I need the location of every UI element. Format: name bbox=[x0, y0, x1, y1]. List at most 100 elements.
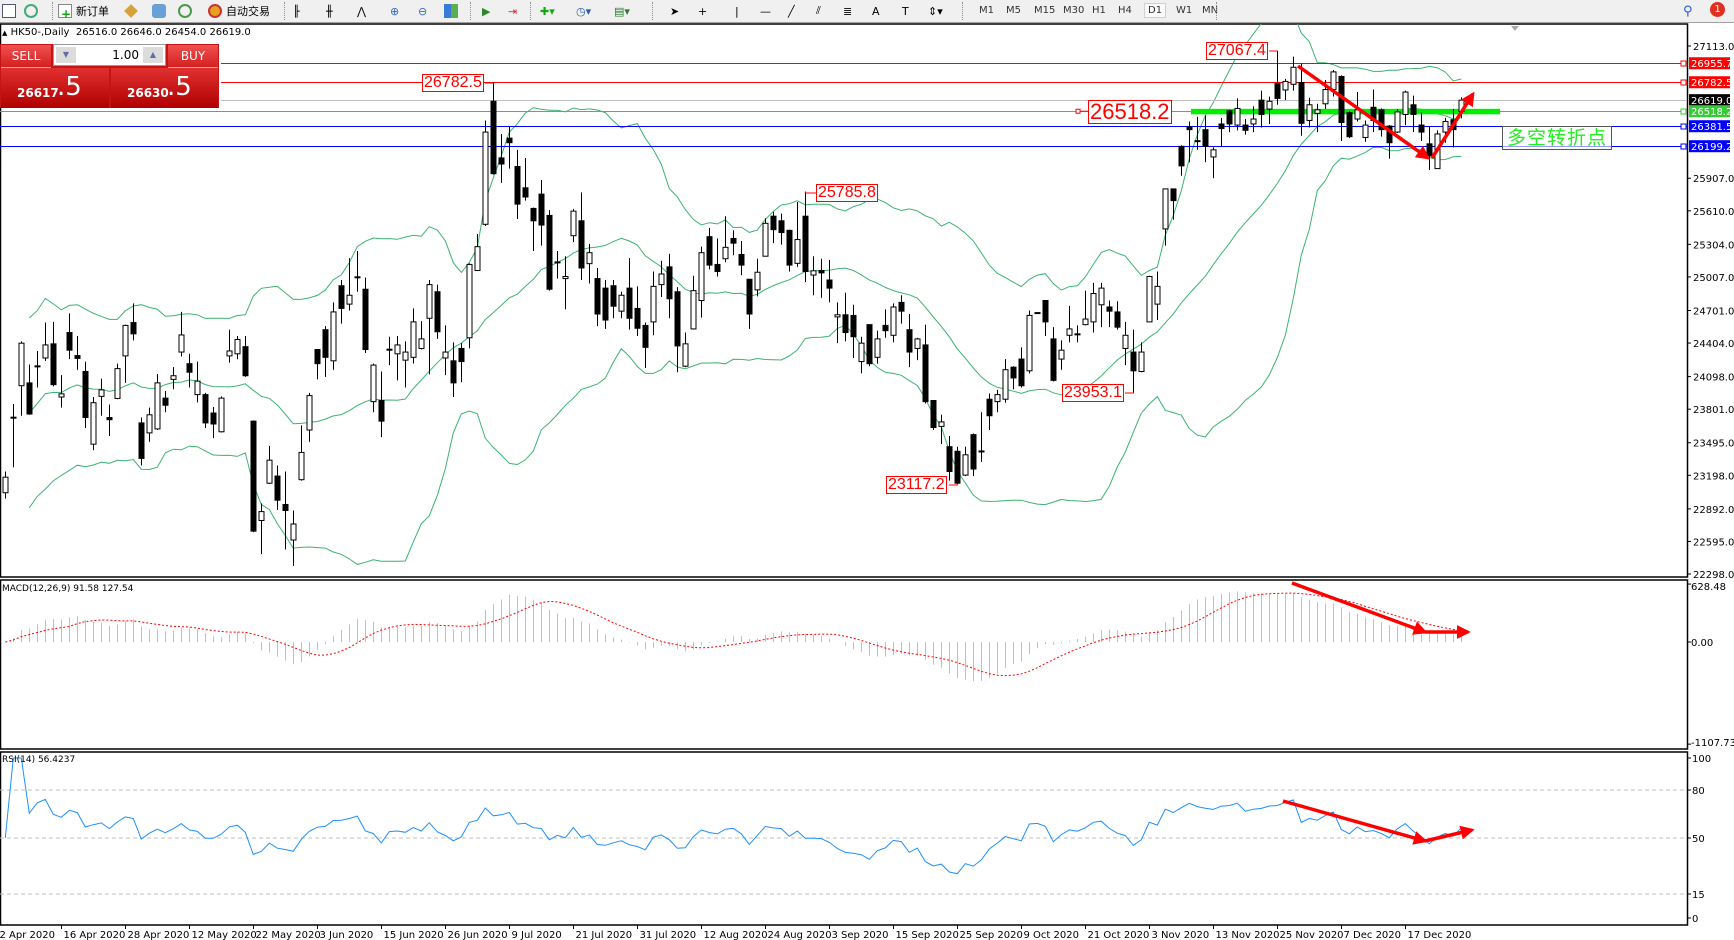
bull-candle-body bbox=[1282, 80, 1289, 91]
price-label-25785.8[interactable]: 25785.8 bbox=[816, 184, 878, 202]
sell-price-button[interactable]: 26617 .5 bbox=[1, 68, 109, 108]
rsi-tick-label: 0 bbox=[1692, 914, 1698, 925]
templates-icon[interactable]: ▤▾ bbox=[614, 4, 630, 18]
candle bbox=[610, 280, 617, 319]
candle bbox=[1378, 108, 1385, 137]
candle bbox=[498, 133, 505, 183]
rsi-panel bbox=[0, 757, 1687, 895]
chart-shift-icon[interactable]: ⇥ bbox=[508, 4, 518, 18]
date-tick-label: 3 Sep 2020 bbox=[832, 930, 889, 940]
timeframe-m15[interactable]: M15 bbox=[1034, 5, 1056, 16]
price-tick-label: 24098.0 bbox=[1693, 373, 1734, 384]
macd-signal-line bbox=[5, 592, 1462, 677]
bear-candle-body bbox=[50, 343, 57, 386]
price-label-23117.2[interactable]: 23117.2 bbox=[886, 476, 947, 494]
indicators-icon[interactable]: ✚▾ bbox=[540, 4, 555, 18]
date-tick-label: 24 Aug 2020 bbox=[768, 930, 832, 940]
channel-icon[interactable]: ⫽ bbox=[816, 4, 821, 17]
timeframe-d1[interactable]: D1 bbox=[1144, 3, 1167, 18]
bull-candle-body bbox=[194, 380, 201, 396]
bull-candle-body bbox=[418, 338, 425, 349]
zoom-in-icon[interactable]: ⊕ bbox=[390, 4, 400, 18]
text-label-icon[interactable]: T bbox=[902, 4, 909, 18]
bear-candle-body bbox=[338, 285, 345, 309]
bear-candle-body bbox=[202, 394, 209, 424]
timeframe-h4[interactable]: H4 bbox=[1118, 5, 1132, 16]
navigator-icon[interactable] bbox=[152, 3, 166, 19]
candle bbox=[1130, 329, 1137, 393]
drawn-arrows[interactable] bbox=[1282, 64, 1475, 845]
chart-shift-marker-icon[interactable] bbox=[1511, 26, 1519, 31]
bull-candle-body bbox=[18, 342, 25, 387]
auto-trading-button[interactable]: 自动交易 bbox=[208, 3, 270, 19]
bull-candle-body bbox=[1210, 149, 1217, 158]
lot-size-input[interactable]: 1.00 bbox=[112, 48, 139, 62]
zoom-chart-icon[interactable] bbox=[24, 3, 38, 19]
periods-icon[interactable]: ◷▾ bbox=[576, 4, 592, 18]
collapse-triangle-icon[interactable]: ▲ bbox=[2, 29, 8, 37]
auto-scroll-icon[interactable]: ▶ bbox=[482, 4, 491, 18]
bar-chart-icon[interactable]: ╟ bbox=[293, 4, 300, 18]
timeframe-m30[interactable]: M30 bbox=[1063, 5, 1085, 16]
bear-candle-body bbox=[1010, 366, 1017, 379]
tile-windows-icon[interactable] bbox=[444, 3, 458, 19]
new-chart-icon[interactable] bbox=[2, 3, 16, 19]
timeframe-m5[interactable]: M5 bbox=[1006, 5, 1021, 16]
bull-candle-body bbox=[1090, 292, 1097, 323]
text-icon[interactable]: A bbox=[872, 4, 880, 18]
bull-candle-body bbox=[234, 339, 241, 355]
buy-price-button[interactable]: 26630 .5 bbox=[111, 68, 218, 108]
bull-candle-body bbox=[1362, 124, 1369, 138]
timeframe-mn[interactable]: MN bbox=[1202, 5, 1219, 16]
price-label-connector bbox=[804, 191, 816, 194]
candle bbox=[418, 321, 425, 350]
horizontal-line-icon[interactable]: — bbox=[760, 4, 771, 18]
bear-candle-body bbox=[162, 397, 169, 406]
buy-button[interactable]: BUY bbox=[168, 45, 218, 68]
price-label-27067.4[interactable]: 27067.4 bbox=[1206, 42, 1268, 60]
line-chart-icon[interactable]: ⋀ bbox=[357, 4, 367, 18]
candle bbox=[1306, 97, 1313, 128]
timeframe-m1[interactable]: M1 bbox=[979, 5, 994, 16]
cursor-icon[interactable]: ➤ bbox=[670, 4, 680, 18]
crosshair-icon[interactable]: + bbox=[698, 4, 708, 18]
bull-candle-body bbox=[1290, 66, 1297, 85]
search-icon[interactable]: ⚲ bbox=[1683, 3, 1693, 19]
candle bbox=[178, 311, 185, 357]
bull-candle-body bbox=[658, 273, 665, 286]
bear-candle-body bbox=[986, 398, 993, 417]
bear-candle-body bbox=[922, 344, 929, 403]
new-order-button[interactable]: + 新订单 bbox=[58, 3, 109, 20]
timeframe-w1[interactable]: W1 bbox=[1176, 5, 1193, 16]
bear-candle-body bbox=[274, 475, 281, 501]
notifications-button[interactable]: 1 bbox=[1710, 1, 1725, 17]
fibonacci-icon[interactable]: ≣ bbox=[843, 4, 853, 18]
bull-candle-body bbox=[978, 450, 985, 453]
signals-icon[interactable] bbox=[178, 3, 192, 19]
candle bbox=[306, 392, 313, 442]
trendline-icon[interactable]: ╱ bbox=[788, 4, 795, 18]
lot-decrease-icon[interactable]: ▼ bbox=[56, 47, 76, 63]
price-tick-label: 24701.0 bbox=[1693, 306, 1734, 317]
price-tick-label: 22298.0 bbox=[1693, 570, 1734, 581]
candle bbox=[346, 258, 353, 311]
bear-candle-body bbox=[714, 263, 721, 272]
lot-size-stepper[interactable]: ▼ 1.00 ▲ bbox=[53, 44, 166, 66]
candle bbox=[986, 393, 993, 431]
price-label-26782.5[interactable]: 26782.5 bbox=[422, 74, 484, 92]
sell-button[interactable]: SELL bbox=[1, 45, 51, 68]
candlestick-chart-icon[interactable]: ╫ bbox=[326, 4, 333, 18]
candle bbox=[578, 192, 585, 281]
lot-increase-icon[interactable]: ▲ bbox=[143, 47, 163, 63]
arrows-icon[interactable]: ⇕▾ bbox=[928, 4, 943, 18]
bear-candle-body bbox=[1298, 82, 1305, 124]
candle bbox=[466, 263, 473, 349]
vertical-line-icon[interactable]: | bbox=[735, 4, 739, 18]
price-label-23953.1[interactable]: 23953.1 bbox=[1062, 384, 1124, 402]
turning-point-annotation[interactable]: 多空转折点 bbox=[1502, 126, 1612, 150]
zoom-out-icon[interactable]: ⊖ bbox=[418, 4, 428, 18]
timeframe-h1[interactable]: H1 bbox=[1092, 5, 1106, 16]
price-label-26518.2[interactable]: 26518.2 bbox=[1088, 99, 1172, 124]
candle bbox=[1162, 188, 1169, 246]
